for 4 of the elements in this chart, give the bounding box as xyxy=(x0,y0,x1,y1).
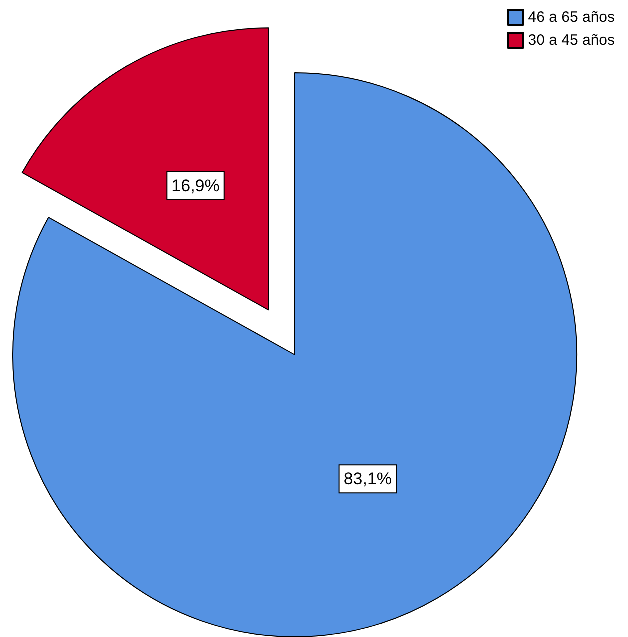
legend-label: 46 a 65 años xyxy=(528,9,616,26)
data-label: 16,9% xyxy=(172,176,220,196)
legend-label: 30 a 45 años xyxy=(528,32,616,49)
data-label: 83,1% xyxy=(344,470,392,489)
